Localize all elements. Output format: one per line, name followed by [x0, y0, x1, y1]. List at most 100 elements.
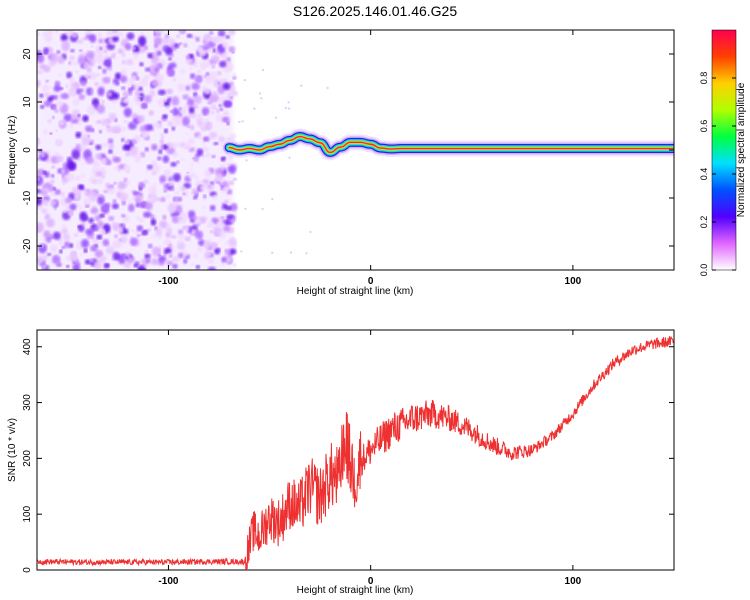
noise-speckle: [69, 77, 76, 83]
noise-speck: [260, 97, 263, 100]
noise-speckle: [68, 61, 72, 65]
noise-speckle: [205, 72, 210, 76]
noise-speckle: [51, 165, 55, 169]
noise-speckle: [185, 133, 189, 136]
noise-speckle: [188, 106, 195, 114]
noise-speckle: [96, 119, 102, 124]
noise-speck: [243, 78, 246, 82]
noise-speckle: [191, 188, 200, 195]
noise-speckle: [85, 228, 94, 236]
noise-speckle: [90, 208, 99, 214]
noise-speckle: [194, 230, 204, 240]
noise-speckle: [95, 177, 103, 185]
noise-speckle: [139, 184, 145, 188]
noise-speckle: [69, 124, 74, 129]
noise-speckle: [180, 226, 184, 230]
noise-speckle: [70, 82, 76, 88]
noise-speckle: [193, 95, 203, 105]
noise-speckle: [60, 92, 70, 100]
heatmap-xlabel: Height of straight line (km): [297, 286, 414, 297]
noise-speckle: [195, 265, 201, 269]
noise-speckle: [176, 241, 186, 251]
noise-speckle: [102, 76, 111, 84]
noise-speckle: [197, 134, 203, 140]
noise-speckle: [92, 179, 97, 184]
noise-speckle: [171, 126, 176, 131]
noise-speckle: [83, 191, 89, 196]
noise-speckle: [193, 196, 198, 200]
noise-speckle: [221, 262, 225, 266]
noise-speckle: [160, 132, 164, 136]
noise-speckle: [42, 265, 47, 269]
noise-speckle: [207, 124, 212, 128]
noise-speckle: [207, 258, 215, 264]
noise-speckle: [89, 258, 94, 263]
noise-speck: [309, 230, 312, 234]
noise-speckle: [201, 106, 210, 116]
noise-speckle: [208, 31, 214, 35]
noise-speckle: [118, 31, 124, 37]
noise-speckle: [218, 136, 225, 142]
noise-speckle: [54, 109, 59, 114]
noise-speckle: [162, 214, 167, 221]
noise-speckle: [159, 144, 165, 150]
noise-speckle: [153, 165, 160, 174]
noise-speckle: [96, 73, 100, 77]
noise-speckle: [131, 140, 135, 145]
noise-speckle: [37, 97, 43, 103]
noise-speckle: [131, 196, 135, 200]
noise-speckle: [173, 152, 179, 158]
noise-speckle: [166, 148, 176, 155]
noise-speckle: [203, 88, 211, 95]
noise-speckle: [81, 163, 84, 167]
noise-speckle: [136, 225, 143, 232]
noise-speckle: [53, 187, 56, 191]
noise-speckle: [74, 176, 81, 181]
noise-speckle: [43, 92, 50, 98]
noise-speckle: [198, 239, 206, 246]
noise-speckle: [122, 60, 126, 65]
y-tick-label: 0: [22, 147, 33, 153]
noise-speckle: [47, 252, 52, 256]
noise-speckle: [179, 42, 182, 45]
noise-speckle: [172, 172, 181, 182]
y-tick-label: 100: [22, 505, 33, 522]
noise-speckle: [224, 230, 229, 233]
y-tick-label: 10: [22, 96, 33, 108]
noise-speckle: [211, 241, 218, 249]
noise-speckle: [106, 186, 116, 195]
noise-speckle: [171, 216, 179, 223]
noise-speckle: [195, 36, 200, 42]
noise-speckle: [171, 235, 177, 239]
noise-speckle: [53, 207, 57, 211]
noise-speckle: [99, 213, 105, 218]
noise-speckle: [37, 188, 41, 194]
noise-speckle: [177, 234, 186, 240]
noise-speckle: [118, 254, 126, 265]
noise-speck: [288, 156, 291, 160]
noise-speckle: [168, 62, 177, 69]
noise-speckle: [221, 116, 230, 123]
noise-speckle: [37, 138, 41, 146]
noise-speckle: [228, 164, 237, 175]
noise-speckle: [163, 189, 168, 193]
noise-speckle: [158, 255, 167, 262]
snr-frame: [36, 329, 675, 571]
noise-speck: [271, 251, 274, 254]
noise-speckle: [56, 50, 61, 54]
noise-speckle: [138, 44, 147, 53]
noise-speckle: [67, 211, 73, 216]
colorbar-frame: [711, 29, 737, 271]
noise-speckle: [108, 149, 113, 154]
noise-speckle: [228, 30, 236, 36]
noise-speckle: [140, 130, 149, 139]
heatmap-ylabel: Frequency (Hz): [7, 116, 18, 185]
noise-speckle: [86, 104, 96, 116]
noise-speckle: [158, 149, 163, 155]
noise-speckle: [133, 134, 142, 142]
noise-speckle: [207, 266, 217, 270]
noise-speckle: [122, 224, 126, 228]
noise-speckle: [88, 190, 98, 202]
noise-speckle: [228, 236, 237, 247]
noise-speckle: [58, 73, 62, 77]
